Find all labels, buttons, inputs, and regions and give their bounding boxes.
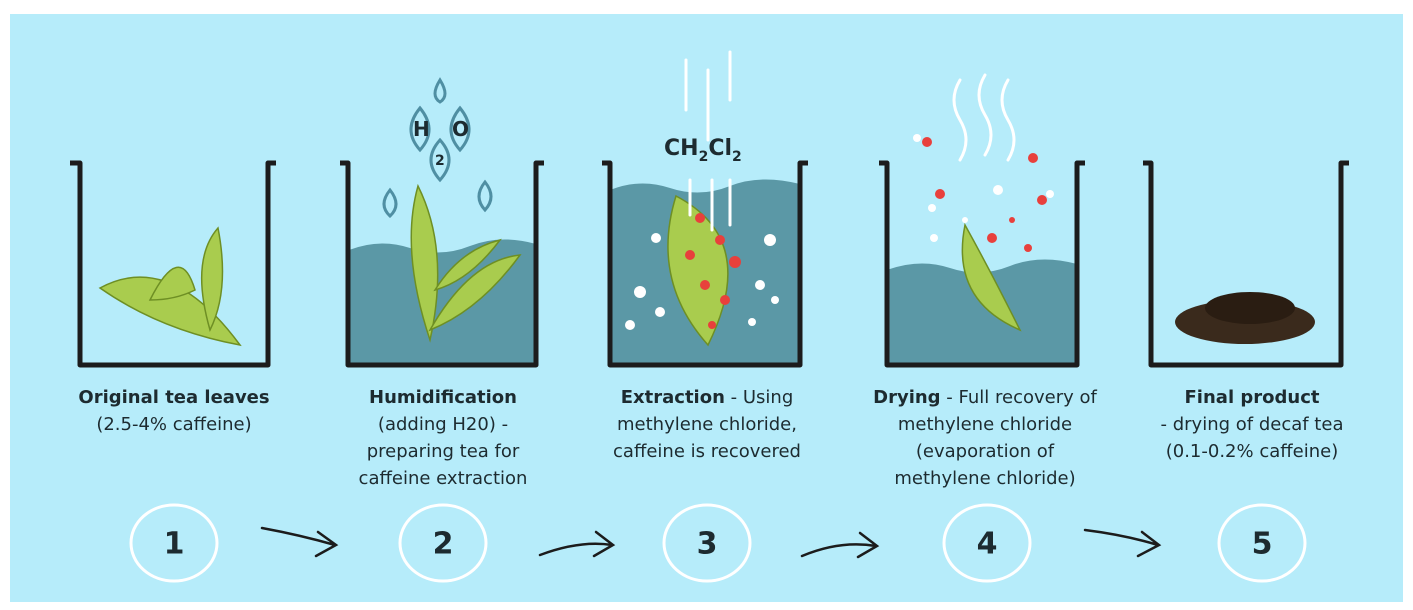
step-title: Extraction xyxy=(621,387,725,408)
step-title: Drying xyxy=(873,387,940,408)
step-text: Drying - Full recovery of methylene chlo… xyxy=(865,384,1105,492)
step-number: 4 xyxy=(977,527,998,562)
step-number: 2 xyxy=(433,527,454,562)
step-title: Final product xyxy=(1142,384,1362,411)
droplets xyxy=(384,80,491,216)
formula-part: O xyxy=(452,117,469,141)
illustration: H 2 O CH2Cl2 1 2 3 4 5 xyxy=(0,0,1413,610)
formula-part: 2 xyxy=(699,149,709,165)
formula-part: H xyxy=(413,117,430,141)
step-number: 1 xyxy=(164,527,185,562)
step-text: Final product - drying of decaf tea (0.1-… xyxy=(1142,384,1362,465)
formula-part: Cl xyxy=(708,136,732,161)
step-description: (2.5-4% caffeine) xyxy=(96,414,251,435)
step-text: Original tea leaves (2.5-4% caffeine) xyxy=(49,384,299,438)
formula-part: 2 xyxy=(435,153,445,169)
formula-part: 2 xyxy=(732,149,742,165)
step-title: Original tea leaves xyxy=(49,384,299,411)
number-rings xyxy=(131,505,1305,581)
page: H 2 O CH2Cl2 1 2 3 4 5 Original tea leav… xyxy=(0,0,1413,610)
step-number: 5 xyxy=(1252,527,1273,562)
formula-part: CH xyxy=(664,136,699,161)
step-text: Extraction - Using methylene chloride, c… xyxy=(592,384,822,465)
step-number: 3 xyxy=(697,527,718,562)
step-text: Humidification (adding H20) - preparing t… xyxy=(343,384,543,492)
step-description: (adding H20) - preparing tea for caffein… xyxy=(359,414,528,489)
step-description: - drying of decaf tea (0.1-0.2% caffeine… xyxy=(1161,414,1344,462)
step-title: Humidification xyxy=(343,384,543,411)
solvent-formula: CH2Cl2 xyxy=(664,136,742,165)
